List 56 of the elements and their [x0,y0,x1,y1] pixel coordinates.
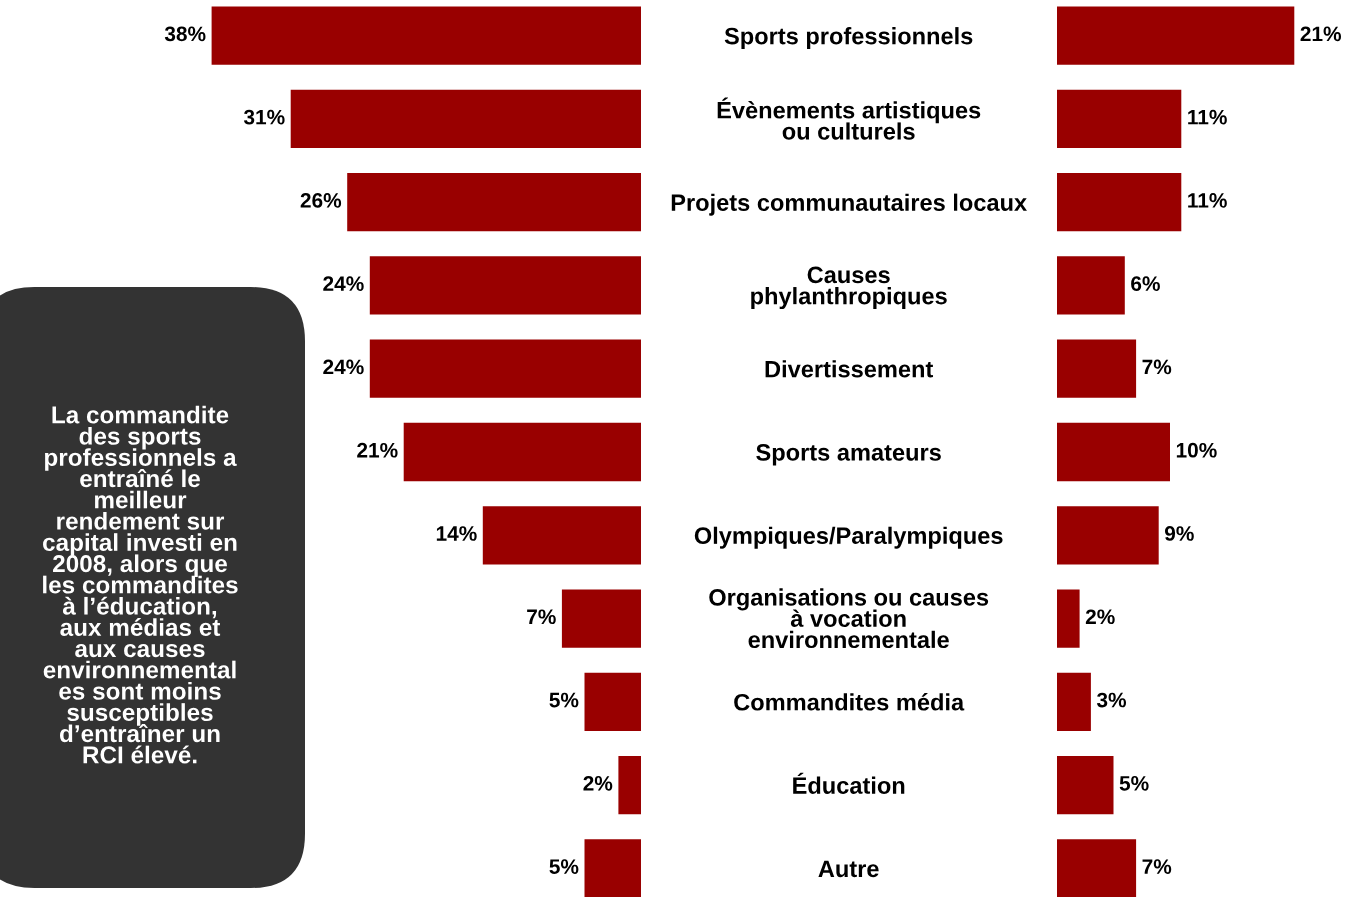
y-tick-label: Sports professionnels [724,27,973,50]
data-label: 5% [549,859,579,874]
bar [618,755,641,815]
data-label: 11% [1188,109,1227,125]
data-label: 24% [323,276,364,291]
bar [482,506,641,565]
bar [1057,422,1170,482]
data-label: 21% [357,442,398,458]
y-tick-label: Commandites média [734,693,965,711]
data-label: 11% [1188,193,1227,208]
y-tick-label: Sports amateurs [756,444,941,466]
data-label: 2% [583,775,613,791]
data-label: 24% [323,359,364,375]
y-tick-label: Causes phylanthropiques [751,266,947,310]
data-label: 7% [1142,859,1172,874]
y-tick-label: Projets communautaires locaux [671,193,1027,216]
bar [211,6,641,65]
y-tick-label: Éducation [793,772,905,794]
bar [403,422,641,482]
bar [1057,256,1125,315]
data-label: 7% [527,609,556,625]
bar [1057,506,1159,565]
bar [1057,672,1091,731]
bar [1057,589,1080,648]
bar [369,256,641,315]
data-label: 21% [1300,26,1341,42]
bar [561,589,641,648]
data-label: 14% [436,526,477,541]
data-label: 10% [1176,442,1217,458]
data-label: 9% [1164,526,1194,541]
bar [584,839,641,897]
data-label: 31% [243,109,285,125]
data-label: 3% [1096,692,1127,708]
bar [1057,839,1137,897]
bar [1057,89,1182,149]
data-label: 26% [300,193,342,208]
data-label: 5% [549,692,579,708]
data-label: 6% [1131,276,1160,292]
bar [347,173,641,232]
bar [1057,173,1182,232]
bar [584,672,641,731]
y-tick-label: Autre [818,860,879,878]
bar [1057,755,1114,815]
text: La commandite des sports professionnels a entraîné le meilleur rendement sur capital investi en 2008, alors que les commandites à l’éducation, aux médias et aux causes environnemental es sont moins susceptibles d’entraîner un RCI élevé. [43,405,238,764]
data-label: 5% [1119,775,1149,791]
y-tick-label: Divertissement [765,360,934,378]
bar [369,339,641,398]
y-tick-label: Évènements artistiques ou culturels [717,97,981,140]
bar [290,89,641,149]
data-label: 38% [164,26,206,42]
y-tick-label: Organisations ou causes à vocation environnementale [709,588,989,649]
data-label: 7% [1142,359,1172,375]
data-label: 2% [1085,609,1115,625]
bar [1057,339,1137,398]
y-tick-label: Olympiques/Paralympiques [694,526,1003,549]
bar [1057,6,1295,65]
